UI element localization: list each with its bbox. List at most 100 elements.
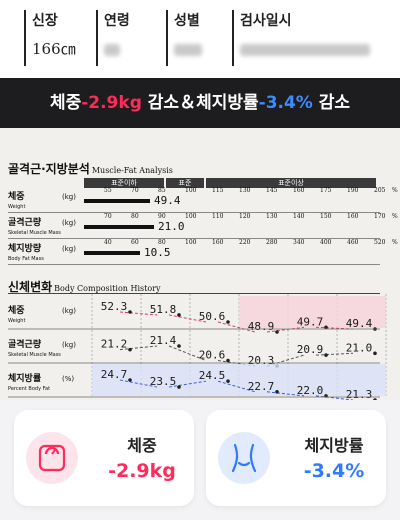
header-standard: 표준 xyxy=(166,178,204,188)
analysis-tick-label: 40 xyxy=(104,239,112,246)
history-top-rule xyxy=(8,293,380,294)
history-highlight-band xyxy=(239,296,386,328)
inbody-result-sheet: 골격근·지방분석 Muscle-Fat Analysis 표준이하 표준 표준이상… xyxy=(0,128,400,400)
analysis-row-rule xyxy=(8,264,380,265)
analysis-tick-label: 160 xyxy=(347,213,359,220)
analysis-header: 표준이하 표준 표준이상 xyxy=(8,178,380,188)
history-value-label: 50.6 xyxy=(199,310,226,323)
history-point xyxy=(373,327,377,331)
history-point xyxy=(177,313,181,317)
height-value: 166㎝ xyxy=(32,40,76,58)
header-over: 표준이상 xyxy=(206,178,376,188)
fat-icon-circle xyxy=(218,432,270,484)
history-value-label: 21.3 xyxy=(346,388,373,400)
history-point xyxy=(275,364,279,368)
history-point xyxy=(275,330,279,334)
gender-label: 성별 xyxy=(174,13,200,29)
history-trend-segment xyxy=(266,354,305,367)
history-point xyxy=(324,394,328,398)
analysis-tick-label: 150 xyxy=(320,213,332,220)
analysis-tick-label: 140 xyxy=(293,213,305,220)
analysis-bar-value: 49.4 xyxy=(154,194,181,207)
fat-card-label: 체지방률 xyxy=(304,436,364,455)
history-point xyxy=(177,344,181,348)
analysis-tick-label: 85 xyxy=(158,187,166,194)
date-field: 검사일시 xyxy=(232,10,370,66)
analysis-bar xyxy=(84,251,140,255)
history-trend-segment xyxy=(315,326,354,330)
banner-fat-change: -3.4% xyxy=(258,93,313,113)
analysis-tick-label: 280 xyxy=(266,239,278,246)
analysis-tick-label: 220 xyxy=(239,239,251,246)
age-field: 연령 xyxy=(96,10,130,66)
history-value-label: 49.7 xyxy=(297,315,324,328)
history-value-label: 21.0 xyxy=(346,341,373,354)
history-row-sub: Weight xyxy=(8,318,26,324)
history-row-sub: Percent Body Fat xyxy=(8,386,51,392)
analysis-row-label: 체지방량 Body Fat Mass xyxy=(8,244,92,264)
history-trend-segment xyxy=(266,326,305,333)
history-value-label: 22.0 xyxy=(297,384,324,397)
analysis-tick-label: 520 xyxy=(374,239,386,246)
analysis-tick-label: 100 xyxy=(185,213,197,220)
analysis-tick-label: 130 xyxy=(239,187,251,194)
analysis-tick-label: 90 xyxy=(158,213,166,220)
history-value-label: 48.9 xyxy=(248,320,275,333)
history-value-label: 20.3 xyxy=(248,354,275,367)
history-value-label: 24.5 xyxy=(199,369,226,382)
height-field: 신장 166㎝ xyxy=(24,10,76,66)
history-value-label: 21.4 xyxy=(150,334,177,347)
history-trend-segment xyxy=(119,311,158,316)
history-row-label: 골격근량 Skeletal Muscle Mass xyxy=(8,340,92,360)
analysis-row-sub: Body Fat Mass xyxy=(8,256,44,262)
history-trend-segment xyxy=(168,314,207,323)
history-row-unit: (kg) xyxy=(62,307,76,315)
history-row-unit: (%) xyxy=(62,375,75,383)
history-row-unit: (kg) xyxy=(62,341,76,349)
history-point xyxy=(226,320,230,324)
analysis-tick-unit: % xyxy=(392,213,398,220)
analysis-row-unit: (kg) xyxy=(62,245,76,253)
banner-weight-change: -2.9kg xyxy=(81,93,142,113)
gender-value-redacted xyxy=(174,44,202,56)
analysis-tick-label: 460 xyxy=(347,239,359,246)
analysis-bar xyxy=(84,199,150,203)
analysis-row-rule xyxy=(8,212,380,213)
history-value-label: 24.7 xyxy=(101,368,128,381)
history-point xyxy=(177,385,181,389)
history-value-label: 20.9 xyxy=(297,343,324,356)
result-banner: 체중-2.9kg 감소＆체지방률-3.4% 감소 xyxy=(0,78,400,128)
analysis-tick-label: 175 xyxy=(320,187,332,194)
analysis-row-label: 골격근량 Skeletal Muscle Mass xyxy=(8,218,92,238)
banner-end-text: 감소 xyxy=(312,93,351,113)
history-point xyxy=(226,379,230,383)
analysis-tick-label: 170 xyxy=(374,213,386,220)
history-title-ko: 신체변화 xyxy=(8,280,53,294)
history-row-name: 체중 xyxy=(8,306,25,316)
age-label: 연령 xyxy=(104,13,130,29)
banner-mid-text: 감소＆체지방률 xyxy=(141,93,259,113)
history-point xyxy=(324,325,328,330)
history-point xyxy=(128,378,132,382)
history-point xyxy=(226,358,230,363)
banner-weight-label: 체중 xyxy=(49,93,82,113)
analysis-tick-label: 70 xyxy=(104,213,112,220)
analysis-tick-label: 115 xyxy=(212,187,224,194)
analysis-tick-label: 110 xyxy=(212,213,224,220)
analysis-tick-label: 160 xyxy=(293,187,305,194)
analysis-tick-label: 340 xyxy=(293,239,305,246)
analysis-row-label: 체중 Weight xyxy=(8,192,92,212)
history-trend-segment xyxy=(119,379,158,388)
analysis-tick-label: 120 xyxy=(239,213,251,220)
weight-card-label: 체중 xyxy=(127,436,157,455)
analysis-bar-value: 21.0 xyxy=(158,220,185,233)
history-trend-segment xyxy=(217,360,256,367)
analysis-tick-label: 100 xyxy=(185,239,197,246)
header-under: 표준이하 xyxy=(84,178,164,188)
history-value-label: 49.4 xyxy=(346,317,373,330)
history-value-label: 21.2 xyxy=(101,338,128,351)
history-row-name: 골격근량 xyxy=(8,340,42,350)
history-trend-segment xyxy=(168,380,207,388)
history-row-label: 체지방률 Percent Body Fat xyxy=(8,374,92,394)
analysis-tick-label: 55 xyxy=(104,187,112,194)
